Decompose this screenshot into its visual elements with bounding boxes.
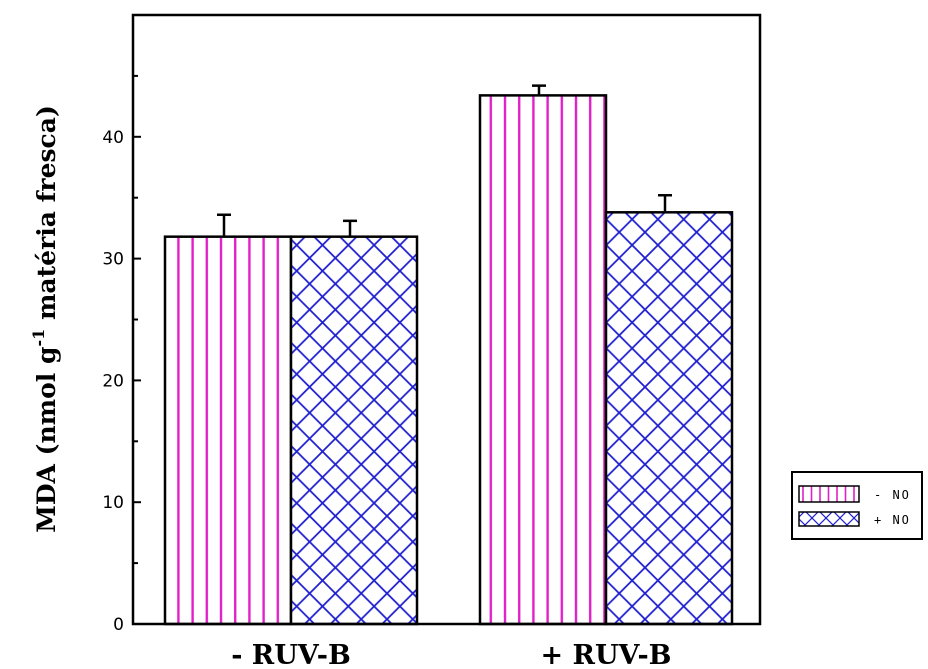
legend-label-no-plus: + NO bbox=[874, 513, 911, 527]
y-tick-label-10: 10 bbox=[102, 493, 124, 513]
y-tick-label-40: 40 bbox=[102, 128, 124, 148]
x-axis: - RUV-B + RUV-B bbox=[231, 640, 671, 669]
bars-layer bbox=[163, 94, 734, 626]
legend-swatch-no-minus bbox=[798, 485, 860, 503]
error-bars-layer bbox=[217, 84, 672, 237]
legend-box bbox=[791, 471, 923, 540]
y-tick-label-30: 30 bbox=[102, 250, 124, 270]
x-tick-label-ruvb-minus: - RUV-B bbox=[231, 640, 351, 669]
y-axis-label: MDA (nmol g-1 matéria fresca) bbox=[29, 105, 61, 533]
x-tick-label-ruvb-plus: + RUV-B bbox=[540, 640, 671, 669]
legend-swatch-no-plus bbox=[798, 511, 860, 527]
bar-fill-ruvb-minus-no-plus bbox=[289, 235, 419, 626]
bar-fill-ruvb-plus-no-minus bbox=[478, 94, 608, 626]
bar-fill-ruvb-plus-no-plus bbox=[604, 211, 734, 626]
bar-fill-ruvb-minus-no-minus bbox=[163, 235, 293, 626]
y-tick-label-0: 0 bbox=[113, 615, 124, 635]
legend-label-no-minus: - NO bbox=[874, 488, 911, 502]
y-axis: 0 10 20 30 40 bbox=[102, 14, 141, 635]
legend: - NO + NO bbox=[791, 471, 923, 540]
y-tick-label-20: 20 bbox=[102, 371, 124, 391]
